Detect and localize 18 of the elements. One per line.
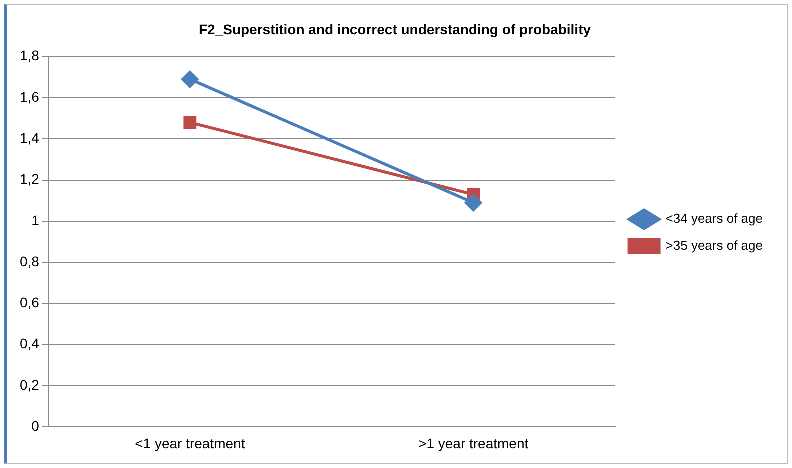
x-tick-label: >1 year treatment: [418, 435, 529, 452]
point: [184, 116, 197, 130]
y-tick-label: 0,4: [20, 336, 40, 352]
legend-label: <34 years of age: [666, 211, 764, 226]
chart-title: F2_Superstition and incorrect understanding of probability: [198, 21, 592, 38]
y-tick-label: 1,4: [20, 130, 40, 146]
point: [465, 194, 482, 212]
y-tick-label: 1,2: [20, 171, 40, 188]
y-tick-label: 0,6: [20, 294, 40, 311]
y-tick-label: 1: [32, 212, 40, 228]
y-tick-label: 0,8: [20, 253, 40, 270]
y-tick-label: 1,6: [20, 88, 40, 105]
y-tick-label: 0: [32, 418, 40, 434]
point: [182, 70, 199, 88]
legend-label: >35 years of age: [666, 238, 764, 254]
y-tick-label: 1,8: [20, 48, 40, 64]
x-tick-label: <1 year treatment: [135, 435, 246, 452]
y-tick-label: 0,2: [20, 376, 40, 393]
